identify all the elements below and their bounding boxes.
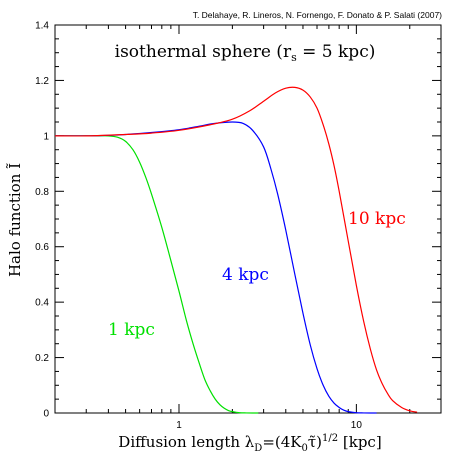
x-axis-label-b: =(4K bbox=[262, 433, 302, 451]
x-axis-label-a: Diffusion length λ bbox=[118, 433, 254, 451]
y-tick-label: 0.8 bbox=[35, 187, 49, 198]
y-tick-label: 1.4 bbox=[35, 21, 49, 32]
series-lines bbox=[54, 86, 418, 414]
chart-title: isothermal sphere (rs = 5 kpc) bbox=[115, 42, 376, 64]
x-tick-label: 10 bbox=[351, 420, 363, 431]
series-label-1-kpc: 1 kpc bbox=[108, 320, 155, 340]
chart-title-main: isothermal sphere (r bbox=[115, 42, 292, 62]
x-axis-label-d: [kpc] bbox=[338, 433, 382, 451]
y-tick-label: 0.4 bbox=[35, 298, 49, 309]
series-line-1-kpc bbox=[54, 135, 259, 414]
x-axis-label-c: τ̃) bbox=[308, 433, 322, 451]
series-label-10-kpc: 10 kpc bbox=[348, 209, 406, 229]
chart-title-subscript: s bbox=[291, 51, 297, 64]
y-axis-label: Halo function Ĩ bbox=[6, 163, 24, 277]
series-line-4-kpc bbox=[54, 121, 377, 414]
x-axis-label-sub: D bbox=[254, 443, 262, 454]
series-label-4-kpc: 4 kpc bbox=[222, 265, 269, 285]
y-tick-label: 1.2 bbox=[35, 76, 49, 87]
x-axis-label: Diffusion length λD=(4K0τ̃)1/2 [kpc] bbox=[118, 433, 381, 454]
series-line-10-kpc bbox=[54, 86, 418, 413]
x-tick-label: 1 bbox=[176, 420, 182, 431]
y-tick-label: 0.6 bbox=[35, 242, 49, 253]
y-tick-label: 0.2 bbox=[35, 353, 49, 364]
chart-title-end: = 5 kpc) bbox=[297, 42, 376, 62]
axis-ticks: 0 0.2 0.4 0.6 0.8 1 1.2 1.4 1 10 bbox=[35, 21, 442, 431]
y-tick-label: 0 bbox=[43, 409, 49, 420]
credit-text: T. Delahaye, R. Lineros, N. Fornengo, F.… bbox=[193, 10, 442, 20]
x-axis-label-sup: 1/2 bbox=[322, 433, 338, 444]
x-axis-label-sub2: 0 bbox=[302, 443, 308, 454]
y-tick-label: 1 bbox=[43, 131, 49, 142]
